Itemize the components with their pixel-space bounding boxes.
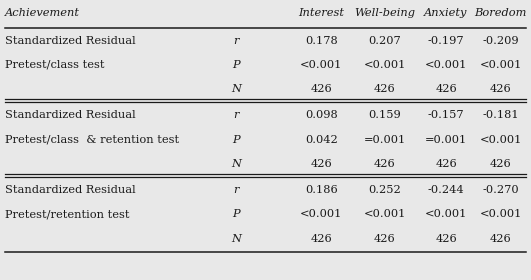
- Text: <0.001: <0.001: [300, 209, 342, 220]
- Text: Boredom: Boredom: [474, 8, 527, 18]
- Text: 0.178: 0.178: [305, 36, 338, 46]
- Text: <0.001: <0.001: [479, 209, 521, 220]
- Text: 0.098: 0.098: [305, 110, 338, 120]
- Text: -0.157: -0.157: [428, 110, 464, 120]
- Text: Achievement: Achievement: [5, 8, 80, 18]
- Text: 426: 426: [374, 234, 396, 244]
- Text: -0.197: -0.197: [428, 36, 464, 46]
- Text: 426: 426: [435, 159, 457, 169]
- Text: Standardized Residual: Standardized Residual: [5, 185, 136, 195]
- Text: 0.186: 0.186: [305, 185, 338, 195]
- Text: 426: 426: [311, 159, 332, 169]
- Text: 426: 426: [490, 84, 511, 94]
- Text: <0.001: <0.001: [364, 209, 406, 220]
- Text: P: P: [233, 135, 240, 145]
- Text: N: N: [232, 84, 241, 94]
- Text: 0.042: 0.042: [305, 135, 338, 145]
- Text: P: P: [233, 60, 240, 70]
- Text: P: P: [233, 209, 240, 220]
- Text: Standardized Residual: Standardized Residual: [5, 36, 136, 46]
- Text: Pretest/class test: Pretest/class test: [5, 60, 105, 70]
- Text: <0.001: <0.001: [364, 60, 406, 70]
- Text: <0.001: <0.001: [425, 60, 467, 70]
- Text: <0.001: <0.001: [479, 135, 521, 145]
- Text: =0.001: =0.001: [425, 135, 467, 145]
- Text: Anxiety: Anxiety: [424, 8, 468, 18]
- Text: N: N: [232, 159, 241, 169]
- Text: =0.001: =0.001: [364, 135, 406, 145]
- Text: <0.001: <0.001: [479, 60, 521, 70]
- Text: -0.270: -0.270: [482, 185, 519, 195]
- Text: 426: 426: [490, 234, 511, 244]
- Text: 0.159: 0.159: [369, 110, 401, 120]
- Text: 426: 426: [490, 159, 511, 169]
- Text: 426: 426: [435, 84, 457, 94]
- Text: <0.001: <0.001: [425, 209, 467, 220]
- Text: Interest: Interest: [298, 8, 344, 18]
- Text: 426: 426: [435, 234, 457, 244]
- Text: Pretest/class  & retention test: Pretest/class & retention test: [5, 135, 179, 145]
- Text: -0.244: -0.244: [428, 185, 464, 195]
- Text: <0.001: <0.001: [300, 60, 342, 70]
- Text: -0.181: -0.181: [482, 110, 519, 120]
- Text: r: r: [234, 185, 239, 195]
- Text: r: r: [234, 110, 239, 120]
- Text: 426: 426: [374, 84, 396, 94]
- Text: r: r: [234, 36, 239, 46]
- Text: Standardized Residual: Standardized Residual: [5, 110, 136, 120]
- Text: -0.209: -0.209: [482, 36, 519, 46]
- Text: 0.207: 0.207: [369, 36, 401, 46]
- Text: N: N: [232, 234, 241, 244]
- Text: Pretest/retention test: Pretest/retention test: [5, 209, 130, 220]
- Text: 426: 426: [374, 159, 396, 169]
- Text: Well-being: Well-being: [355, 8, 415, 18]
- Text: 426: 426: [311, 84, 332, 94]
- Text: 0.252: 0.252: [369, 185, 401, 195]
- Text: 426: 426: [311, 234, 332, 244]
